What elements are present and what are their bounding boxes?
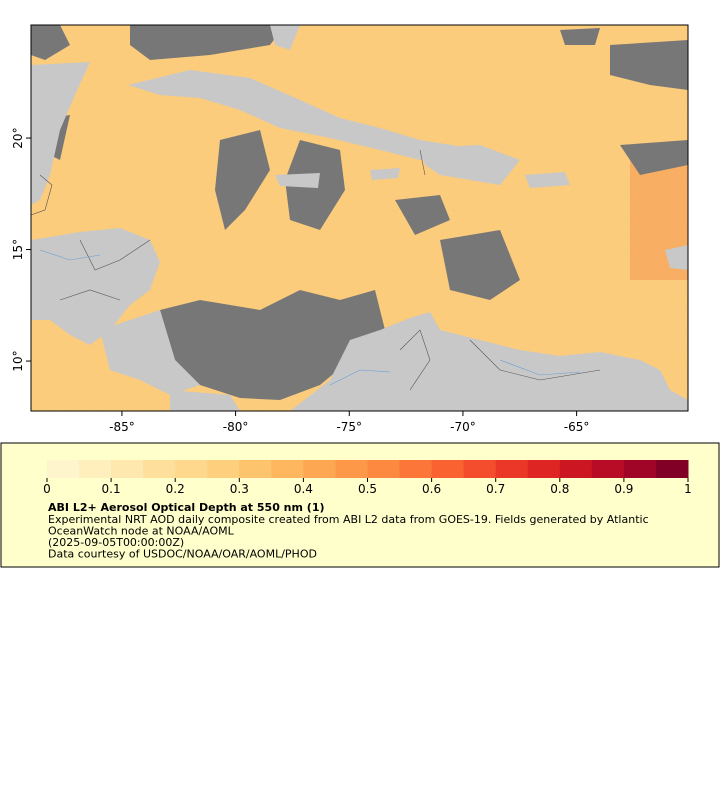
colorbar-tick-label: 0.3 [230, 482, 249, 496]
colorbar-tick-label: 0.8 [550, 482, 569, 496]
legend-title: ABI L2+ Aerosol Optical Depth at 550 nm … [48, 501, 325, 514]
rivers [39, 249, 581, 386]
x-tick-label: -85° [109, 420, 135, 434]
color-swatch [559, 460, 593, 478]
color-swatch [655, 460, 689, 478]
land [31, 25, 688, 411]
map-frame [30, 24, 689, 412]
color-swatch [79, 460, 112, 478]
color-swatch [271, 460, 304, 478]
color-swatch [143, 460, 176, 478]
color-swatch [335, 460, 368, 478]
color-swatch [207, 460, 240, 478]
legend-line: (2025-09-05T00:00:00Z) [48, 536, 184, 549]
map-layer [31, 25, 688, 411]
colorbar-tick-label: 1 [684, 482, 692, 496]
colorbar-tick-label: 0.4 [294, 482, 313, 496]
x-tick-label: -80° [223, 420, 249, 434]
color-swatch [591, 460, 625, 478]
legend-line: Experimental NRT AOD daily composite cre… [48, 513, 649, 526]
legend-text: Experimental NRT AOD daily composite cre… [48, 513, 649, 561]
colorbar-tick-label: 0.6 [422, 482, 441, 496]
x-tick-label: -65° [564, 420, 590, 434]
colorbar-tick-label: 0.9 [614, 482, 633, 496]
x-tick-label: -70° [450, 420, 476, 434]
color-swatch [527, 460, 561, 478]
color-swatch [463, 460, 497, 478]
colorbar-tick-label: 0.2 [166, 482, 185, 496]
x-tick-label: -75° [336, 420, 362, 434]
color-swatch [47, 460, 80, 478]
clouds [31, 25, 688, 400]
color-swatch [399, 460, 433, 478]
color-swatch [303, 460, 336, 478]
axes: -85° -80° -75° -70° -65° 10° 15° 20° [11, 127, 589, 434]
color-swatch [623, 460, 657, 478]
colorbar-tick-label: 0 [43, 482, 51, 496]
y-tick-label: 20° [11, 127, 25, 148]
colorbar-tick-label: 0.7 [486, 482, 505, 496]
color-swatch [239, 460, 272, 478]
color-swatch [495, 460, 529, 478]
borders [31, 149, 601, 391]
colorbar: 0 0.1 0.2 0.3 0.4 0.5 0.6 0.7 0.8 0.9 1 [43, 460, 692, 496]
color-swatch [111, 460, 144, 478]
legend-line: OceanWatch node at NOAA/AOML [48, 525, 235, 538]
legend-line: Data courtesy of USDOC/NOAA/OAR/AOML/PHO… [48, 548, 317, 561]
color-swatch [175, 460, 208, 478]
y-tick-label: 10° [11, 350, 25, 371]
y-tick-label: 15° [11, 239, 25, 260]
colorbar-tick-label: 0.5 [358, 482, 377, 496]
color-swatch [367, 460, 401, 478]
colorbar-tick-label: 0.1 [102, 482, 121, 496]
color-swatch [431, 460, 465, 478]
